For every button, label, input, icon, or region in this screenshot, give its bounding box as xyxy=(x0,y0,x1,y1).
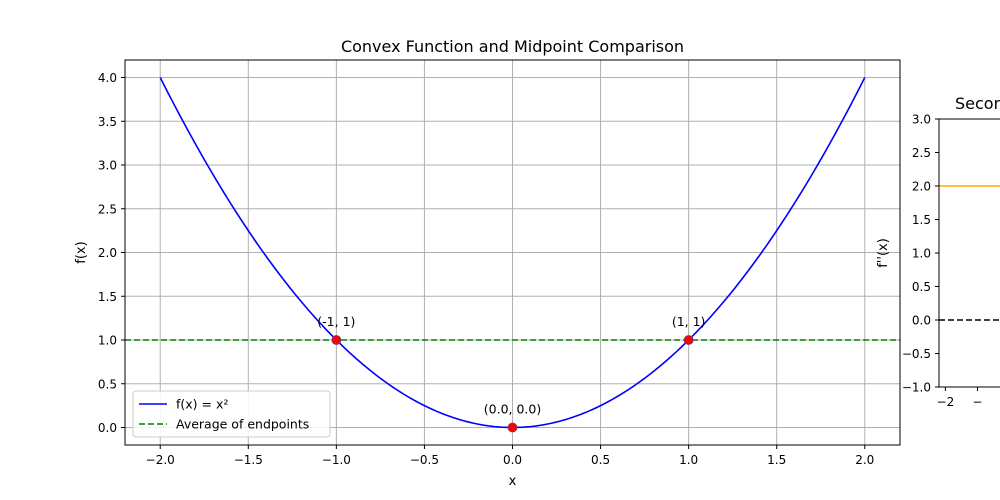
second-derivative-chart: −1.0 −0.5 0.0 0.5 1.0 1.5 2.0 2.5 3.0 −2 − Secon f''… xyxy=(876,94,1000,409)
y-axis-title: f''(x) xyxy=(876,238,891,268)
y-tick-label: 3.0 xyxy=(912,113,931,127)
x-tick-label: 0.0 xyxy=(503,453,522,467)
y-tick-label: 0.0 xyxy=(912,314,931,328)
legend-box xyxy=(132,390,331,438)
main-chart: (-1, 1) (1, 1) (0.0, 0.0) −2.0 −1.5 −1.0 −0.5 0… xyxy=(74,37,901,489)
y-tick-label: 1.5 xyxy=(912,213,931,227)
x-tick-label: −1.5 xyxy=(234,453,263,467)
chart-title: Convex Function and Midpoint Comparison xyxy=(341,37,684,56)
x-tick-label: 0.5 xyxy=(591,453,610,467)
x-tick-label: −1.0 xyxy=(322,453,351,467)
point-annotation: (1, 1) xyxy=(672,314,706,329)
x-tick-label: 2.0 xyxy=(855,453,874,467)
legend: f(x) = x² Average of endpoints xyxy=(132,390,331,438)
data-point xyxy=(683,335,694,345)
x-tick-label: 1.5 xyxy=(767,453,786,467)
data-point xyxy=(331,335,342,345)
x-tick-label: 1.0 xyxy=(679,453,698,467)
y-tick-label: 2.5 xyxy=(912,146,931,160)
legend-label-fx: f(x) = x² xyxy=(176,397,228,412)
y-tick-label: 0.5 xyxy=(98,377,117,391)
x-tick-label: −2 xyxy=(937,395,955,409)
y-tick-label: −1.0 xyxy=(902,381,931,395)
y-axis-title: f(x) xyxy=(74,241,89,263)
y-tick-label: 1.5 xyxy=(98,290,117,304)
y-tick-label: 3.0 xyxy=(98,159,117,173)
y-tick-label: 2.5 xyxy=(98,202,117,216)
x-axis-title: x xyxy=(509,474,517,489)
point-annotation: (-1, 1) xyxy=(317,314,355,329)
x-tick-label: −2.0 xyxy=(146,453,175,467)
y-tick-label: 0.0 xyxy=(98,421,117,435)
chart-title: Secon xyxy=(955,94,1000,113)
y-tick-label: 0.5 xyxy=(912,280,931,294)
legend-label-average: Average of endpoints xyxy=(176,417,309,432)
point-annotation: (0.0, 0.0) xyxy=(484,402,541,417)
y-tick-label: 1.0 xyxy=(912,247,931,261)
y-tick-label: 4.0 xyxy=(98,71,117,85)
y-tick-label: 3.5 xyxy=(98,115,117,129)
data-point xyxy=(507,422,518,433)
plot-area xyxy=(939,185,1000,321)
x-tick-label: −0.5 xyxy=(410,453,439,467)
y-tick-label: 2.0 xyxy=(912,180,931,194)
y-tick-label: 2.0 xyxy=(98,246,117,260)
x-tick-label: − xyxy=(972,395,982,409)
y-tick-label: −0.5 xyxy=(902,347,931,361)
y-tick-label: 1.0 xyxy=(98,334,117,348)
